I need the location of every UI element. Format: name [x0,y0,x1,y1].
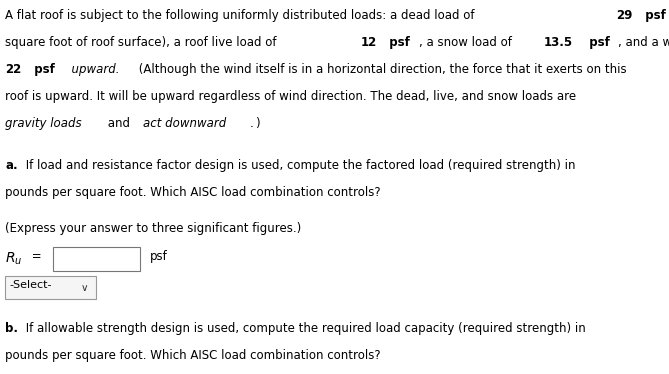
Text: , a snow load of: , a snow load of [419,36,515,49]
Text: psf: psf [637,9,666,22]
Text: a.: a. [5,159,18,172]
Text: If allowable strength design is used, compute the required load capacity (requir: If allowable strength design is used, co… [22,322,586,335]
Text: .: . [250,117,254,130]
Text: ∨: ∨ [81,283,88,293]
Text: 29: 29 [616,9,632,22]
Text: (Express your answer to three significant figures.): (Express your answer to three significan… [5,222,302,235]
Text: $R_u$: $R_u$ [5,250,23,267]
Text: upward.: upward. [64,63,119,76]
Text: 12: 12 [361,36,377,49]
FancyBboxPatch shape [54,246,140,271]
Text: psf: psf [151,250,168,263]
Text: 22: 22 [5,63,21,76]
Text: If load and resistance factor design is used, compute the factored load (require: If load and resistance factor design is … [21,159,575,172]
Text: roof is upward. It will be upward regardless of wind direction. The dead, live, : roof is upward. It will be upward regard… [5,90,577,103]
Text: psf: psf [381,36,410,49]
Text: (Although the wind itself is in a horizontal direction, the force that it exerts: (Although the wind itself is in a horizo… [135,63,627,76]
Text: gravity loads: gravity loads [5,117,82,130]
Text: psf: psf [581,36,610,49]
Text: =: = [28,250,41,263]
Text: pounds per square foot. Which AISC load combination controls?: pounds per square foot. Which AISC load … [5,186,381,199]
Text: b.: b. [5,322,18,335]
Text: psf: psf [26,63,56,76]
Text: A flat roof is subject to the following uniformly distributed loads: a dead load: A flat roof is subject to the following … [5,9,478,22]
FancyBboxPatch shape [5,276,96,300]
Text: ): ) [255,117,260,130]
Text: 13.5: 13.5 [543,36,573,49]
Text: $R_u$: $R_u$ [5,250,23,267]
Text: act downward: act downward [142,117,226,130]
Text: pounds per square foot. Which AISC load combination controls?: pounds per square foot. Which AISC load … [5,349,381,362]
Text: square foot of roof surface), a roof live load of: square foot of roof surface), a roof liv… [5,36,280,49]
Text: and: and [104,117,134,130]
Text: , and a wind load of: , and a wind load of [618,36,669,49]
Text: -Select-: -Select- [9,280,52,290]
